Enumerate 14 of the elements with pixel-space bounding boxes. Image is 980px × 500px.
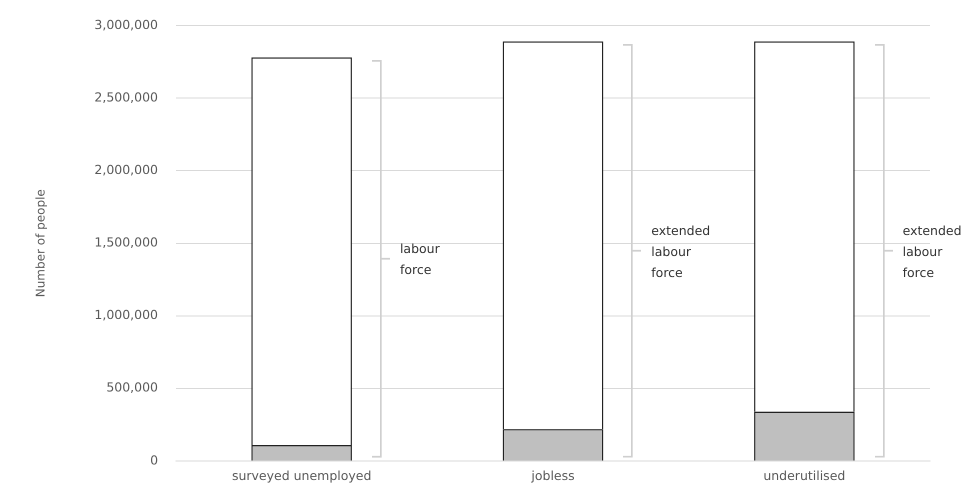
y-tick-label: 500,000: [106, 380, 158, 395]
y-tick-label: 1,000,000: [94, 307, 158, 322]
y-tick-label: 3,000,000: [94, 16, 158, 32]
annotation: extended labour force: [902, 222, 963, 282]
x-tick-label: surveyed unemployed: [232, 468, 372, 483]
y-tick-label: 0: [150, 452, 158, 468]
y-tick-label: 1,500,000: [94, 234, 158, 250]
annotation: labour force: [400, 240, 441, 280]
y-tick-label: 2,000,000: [94, 162, 158, 177]
x-tick-label: jobless: [530, 468, 575, 483]
x-tick-label: underutilised: [763, 468, 846, 483]
y-axis-title: Number of people: [33, 189, 48, 298]
y-tick-label: 2,500,000: [94, 89, 158, 104]
annotation: extended labour force: [651, 222, 712, 282]
